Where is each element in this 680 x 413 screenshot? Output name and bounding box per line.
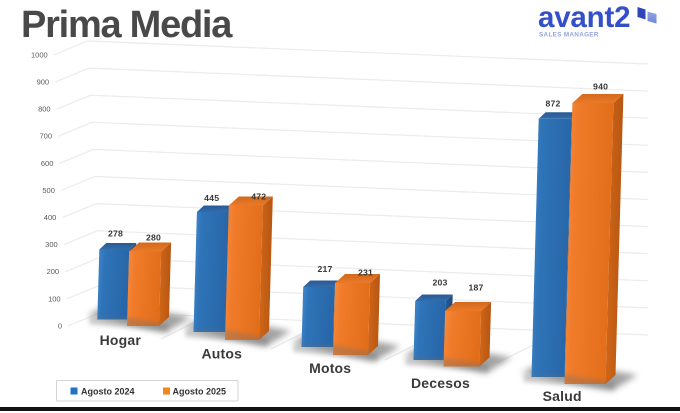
svg-text:0: 0	[58, 321, 62, 330]
svg-text:472: 472	[251, 192, 266, 202]
svg-text:Decesos: Decesos	[411, 375, 470, 391]
svg-text:300: 300	[45, 240, 58, 249]
svg-text:SALES MANAGER: SALES MANAGER	[539, 31, 599, 38]
svg-text:200: 200	[47, 267, 60, 276]
svg-text:700: 700	[39, 132, 52, 141]
svg-text:Salud: Salud	[543, 388, 582, 404]
svg-text:280: 280	[146, 233, 161, 243]
svg-text:600: 600	[41, 159, 54, 168]
svg-text:Hogar: Hogar	[100, 332, 142, 348]
svg-text:Prima Media: Prima Media	[21, 4, 233, 46]
svg-text:900: 900	[37, 78, 50, 87]
svg-text:Agosto 2025: Agosto 2025	[173, 386, 227, 396]
svg-text:1000: 1000	[31, 50, 48, 59]
svg-text:231: 231	[358, 268, 373, 278]
svg-text:avant2: avant2	[538, 1, 630, 34]
svg-text:500: 500	[42, 186, 55, 195]
svg-text:278: 278	[108, 229, 123, 239]
svg-text:203: 203	[432, 278, 447, 288]
svg-text:940: 940	[593, 81, 608, 91]
svg-text:872: 872	[545, 99, 560, 109]
svg-text:445: 445	[204, 193, 219, 203]
svg-text:187: 187	[468, 283, 483, 293]
svg-text:Autos: Autos	[201, 346, 242, 362]
svg-text:100: 100	[48, 294, 61, 303]
svg-text:800: 800	[38, 105, 51, 114]
svg-text:217: 217	[317, 264, 332, 274]
svg-text:Agosto 2024: Agosto 2024	[81, 386, 135, 396]
svg-text:Motos: Motos	[309, 360, 351, 376]
svg-text:400: 400	[44, 213, 57, 222]
